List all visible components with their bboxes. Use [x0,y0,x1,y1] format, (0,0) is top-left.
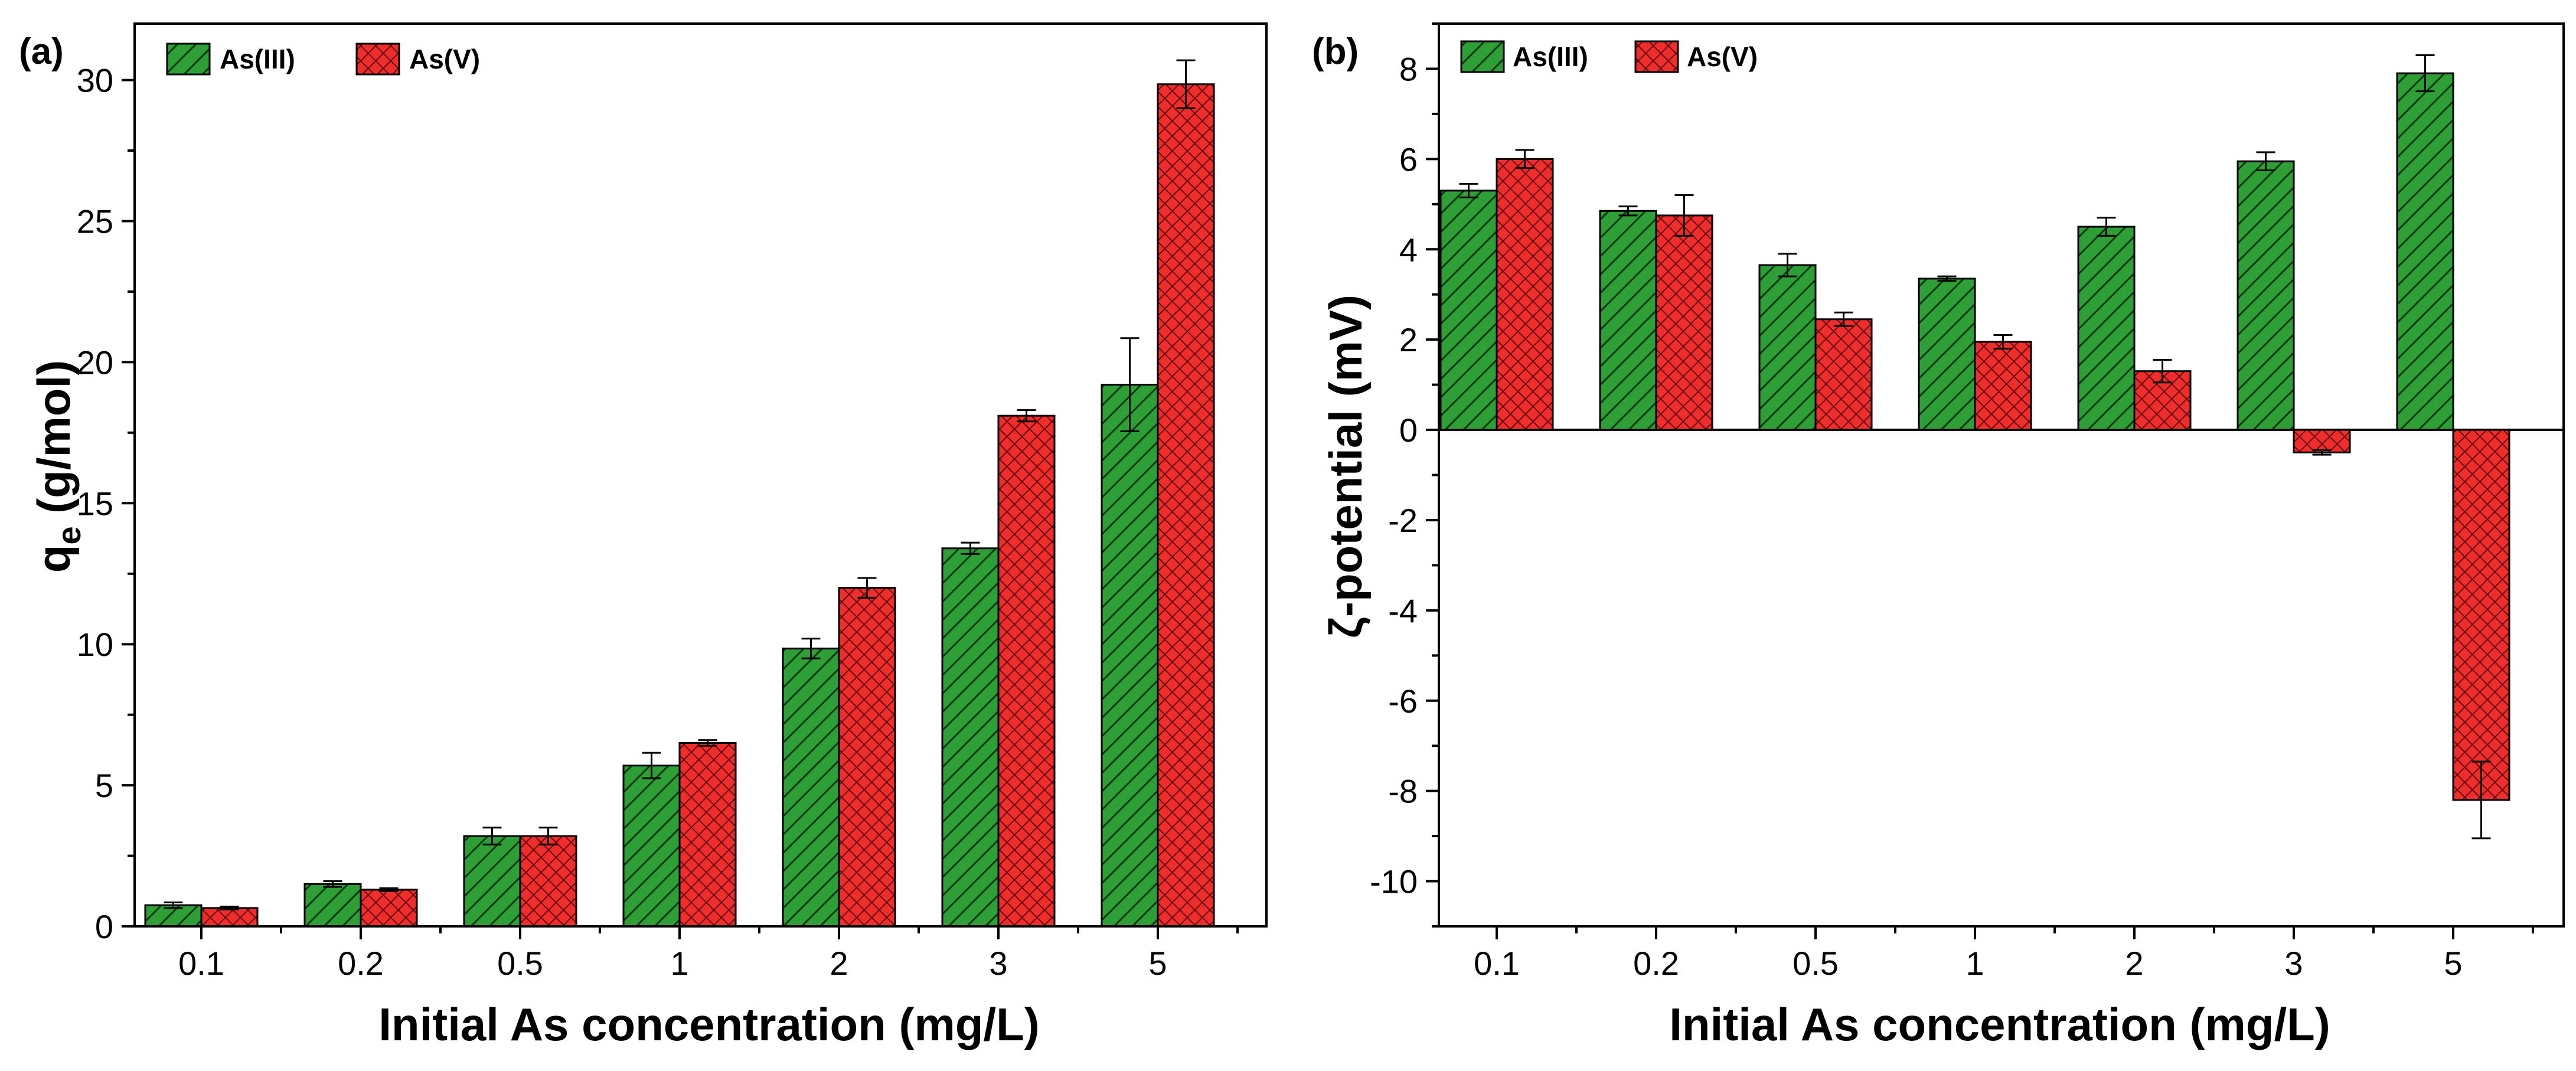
a-bar-as3 [303,883,362,928]
panel-a-y-axis-title: qe (g/mol) [28,360,87,573]
b-bar-as3 [1758,264,1817,431]
a-bar-as5 [519,835,577,928]
panel-b-label: (b) [1312,31,1359,72]
b-bar-as5 [1814,318,1873,431]
panel-b-marks: -10 -8 -6 -4 -2 0 2 4 6 8 0.1 0.2 0.5 1 2 3 5 [1370,22,2564,982]
b-bar-as5 [2452,429,2510,801]
b-x-tick-label: 3 [2284,945,2303,982]
a-bar-as3 [941,547,1000,928]
b-y-tick-label: -10 [1370,863,1418,900]
a-bar-as5 [678,742,737,928]
b-y-tick-label: 6 [1399,141,1418,178]
b-y-tick-label: 2 [1399,321,1418,358]
b-bar-as5 [1655,214,1713,431]
a-y-tick-label: 15 [77,485,113,522]
panel-a-chart: (a) qe (g/mol) Initial As concentration … [19,22,1268,1050]
b-bar-as3 [1918,277,1976,431]
a-x-tick-label: 3 [989,945,1007,982]
b-y-tick-label: -4 [1388,592,1418,629]
panel-a-label: (a) [19,31,64,72]
b-y-tick-label: -8 [1388,773,1418,810]
b-y-tick-label: 0 [1399,412,1418,449]
panel-a-legend-label-as5: As(V) [409,44,480,74]
a-x-tick-label: 0.2 [338,945,384,982]
a-bar-as5 [1157,83,1215,928]
a-y-tick-label: 0 [95,908,113,945]
b-bar-as5 [1496,158,1554,431]
panel-a-frame [133,22,1268,928]
a-bar-as5 [360,889,418,928]
b-bar-as3 [1599,210,1657,431]
b-bar-as5 [2293,429,2351,453]
a-bar-as3 [622,765,681,928]
panel-b-chart: (b) ζ-potential (mV) Initial As concentr… [1312,22,2565,1050]
b-x-tick-label: 2 [2125,945,2143,982]
b-x-tick-label: 5 [2444,945,2462,982]
a-bar-as3 [463,835,521,928]
panel-a-legend-label-as3: As(III) [220,44,295,74]
b-x-tick-label: 1 [1966,945,1984,982]
a-y-tick-label: 20 [77,344,113,381]
panel-b-frame [1438,22,2565,928]
panel-b-legend: As(III) As(V) [1460,40,1758,73]
a-x-tick-label: 1 [670,945,688,982]
panel-b-legend-swatch-as5 [1634,40,1679,73]
a-bar-as5 [997,414,1056,928]
b-x-tick-label: 0.5 [1793,945,1839,982]
b-bar-as3 [2237,160,2295,431]
b-x-tick-label: 0.1 [1474,945,1520,982]
panel-b-x-axis-title: Initial As concentration (mg/L) [1669,998,2330,1050]
a-x-tick-label: 0.1 [178,945,224,982]
a-bar-as3 [1101,384,1159,928]
panel-a-legend-swatch-as3 [166,43,211,76]
b-bar-as5 [1974,341,2032,431]
a-bar-as5 [200,907,259,928]
b-y-tick-label: -2 [1388,502,1418,539]
a-x-tick-label: 2 [830,945,848,982]
a-x-tick-label: 5 [1148,945,1167,982]
panel-a-legend: As(III) As(V) [166,43,480,76]
b-y-tick-label: -6 [1388,683,1418,720]
b-bar-as3 [2396,72,2454,431]
panel-b-legend-label-as5: As(V) [1687,41,1758,72]
b-bar-as3 [1439,190,1498,431]
a-y-tick-label: 5 [95,767,113,804]
a-bar-as3 [782,647,840,928]
panel-b-y-axis-title: ζ-potential (mV) [1320,295,1372,638]
panel-a-legend-swatch-as5 [355,43,400,76]
a-x-tick-label: 0.5 [497,945,543,982]
a-y-tick-label: 30 [77,62,113,99]
a-y-tick-label: 25 [77,203,113,240]
panel-a-marks: 0 5 10 15 20 25 30 0.1 0.2 0.5 1 2 3 5 [77,59,1239,982]
panel-b-legend-swatch-as3 [1460,40,1505,73]
panel-a-x-axis-title: Initial As concentration (mg/L) [378,998,1040,1050]
b-bar-as3 [2077,226,2136,431]
b-y-tick-label: 4 [1399,231,1418,268]
a-bar-as5 [838,587,896,928]
b-y-tick-label: 8 [1399,50,1418,87]
panel-b-legend-label-as3: As(III) [1513,41,1588,72]
b-x-tick-label: 0.2 [1633,945,1679,982]
a-y-tick-label: 10 [77,626,113,663]
